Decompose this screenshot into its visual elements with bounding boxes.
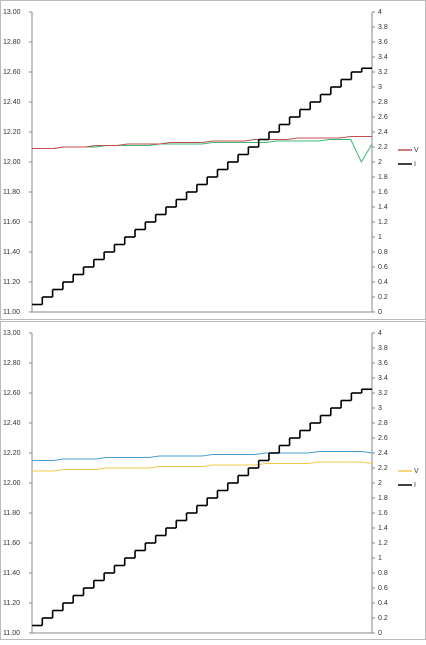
series-line xyxy=(32,136,372,149)
y2-tick-label: 0.6 xyxy=(378,264,388,271)
y2-tick-label: 3 xyxy=(378,84,382,91)
y2-tick-label: 3.6 xyxy=(378,360,388,367)
y2-tick-label: 1.6 xyxy=(378,510,388,517)
y2-tick-label: 4 xyxy=(378,330,382,337)
y2-tick-label: 0.4 xyxy=(378,600,388,607)
y2-tick-label: 2.4 xyxy=(378,450,388,457)
y2-tick-label: 2.8 xyxy=(378,99,388,106)
y-tick-label: 11.60 xyxy=(3,540,20,547)
y-tick-label: 11.00 xyxy=(3,309,20,316)
y2-tick-label: 3.4 xyxy=(378,375,388,382)
y-tick-label: 13.00 xyxy=(3,9,21,16)
y-tick-label: 11.80 xyxy=(3,189,20,196)
y2-tick-label: 1 xyxy=(378,555,382,562)
y2-tick-label: 1.2 xyxy=(378,540,388,547)
y-tick-label: 12.60 xyxy=(3,69,21,76)
y2-tick-label: 2.8 xyxy=(378,420,388,427)
y2-tick-label: 3.6 xyxy=(378,39,388,46)
y2-tick-label: 0.6 xyxy=(378,585,388,592)
y2-tick-label: 2 xyxy=(378,159,382,166)
y2-tick-label: 0.4 xyxy=(378,279,388,286)
y2-tick-label: 3.8 xyxy=(378,345,388,352)
y-tick-label: 11.80 xyxy=(3,510,20,517)
y2-tick-label: 1.8 xyxy=(378,495,388,502)
y-tick-label: 11.40 xyxy=(3,249,20,256)
y2-tick-label: 3 xyxy=(378,405,382,412)
y2-tick-label: 0 xyxy=(378,630,382,637)
y2-tick-label: 1.6 xyxy=(378,189,388,196)
y-tick-label: 12.20 xyxy=(3,450,21,457)
y2-tick-label: 2.2 xyxy=(378,144,388,151)
y2-tick-label: 2.6 xyxy=(378,435,388,442)
y-tick-label: 12.00 xyxy=(3,159,21,166)
y2-tick-label: 4 xyxy=(378,9,382,16)
y-tick-label: 11.60 xyxy=(3,219,20,226)
legend-label: I xyxy=(414,161,416,168)
y2-tick-label: 3.2 xyxy=(378,69,388,76)
legend-label: V xyxy=(414,147,419,154)
y-tick-label: 12.40 xyxy=(3,99,21,106)
y2-tick-label: 0.2 xyxy=(378,615,388,622)
legend-label: V xyxy=(414,468,419,475)
series-line xyxy=(32,451,373,461)
y2-tick-label: 1.4 xyxy=(378,204,388,211)
y2-tick-label: 2.2 xyxy=(378,465,388,472)
y-tick-label: 11.20 xyxy=(3,600,20,607)
y2-tick-label: 2.6 xyxy=(378,114,388,121)
y-tick-label: 12.20 xyxy=(3,129,21,136)
y2-tick-label: 3.8 xyxy=(378,24,388,31)
y2-tick-label: 0.8 xyxy=(378,249,388,256)
y2-tick-label: 1.8 xyxy=(378,174,388,181)
y2-tick-label: 2 xyxy=(378,480,382,487)
y2-tick-label: 3.2 xyxy=(378,390,388,397)
y2-tick-label: 1.2 xyxy=(378,219,388,226)
legend-label: I xyxy=(414,482,416,489)
y2-tick-label: 3.4 xyxy=(378,54,388,61)
y2-tick-label: 0 xyxy=(378,309,382,316)
y-tick-label: 11.00 xyxy=(3,630,20,637)
chart-frame xyxy=(0,321,426,640)
y-tick-label: 11.20 xyxy=(3,279,20,286)
y-tick-label: 12.80 xyxy=(3,360,21,367)
y2-tick-label: 2.4 xyxy=(378,129,388,136)
y2-tick-label: 1.4 xyxy=(378,525,388,532)
y2-tick-label: 1 xyxy=(378,234,382,241)
y-tick-label: 11.40 xyxy=(3,570,20,577)
y2-tick-label: 0.2 xyxy=(378,294,388,301)
y-tick-label: 12.40 xyxy=(3,420,21,427)
y-tick-label: 12.60 xyxy=(3,390,21,397)
y-tick-label: 12.80 xyxy=(3,39,21,46)
y2-tick-label: 0.8 xyxy=(378,570,388,577)
y-tick-label: 12.00 xyxy=(3,480,21,487)
chart-frame xyxy=(0,0,426,320)
y-tick-label: 13.00 xyxy=(3,330,21,337)
series-line xyxy=(32,461,373,472)
